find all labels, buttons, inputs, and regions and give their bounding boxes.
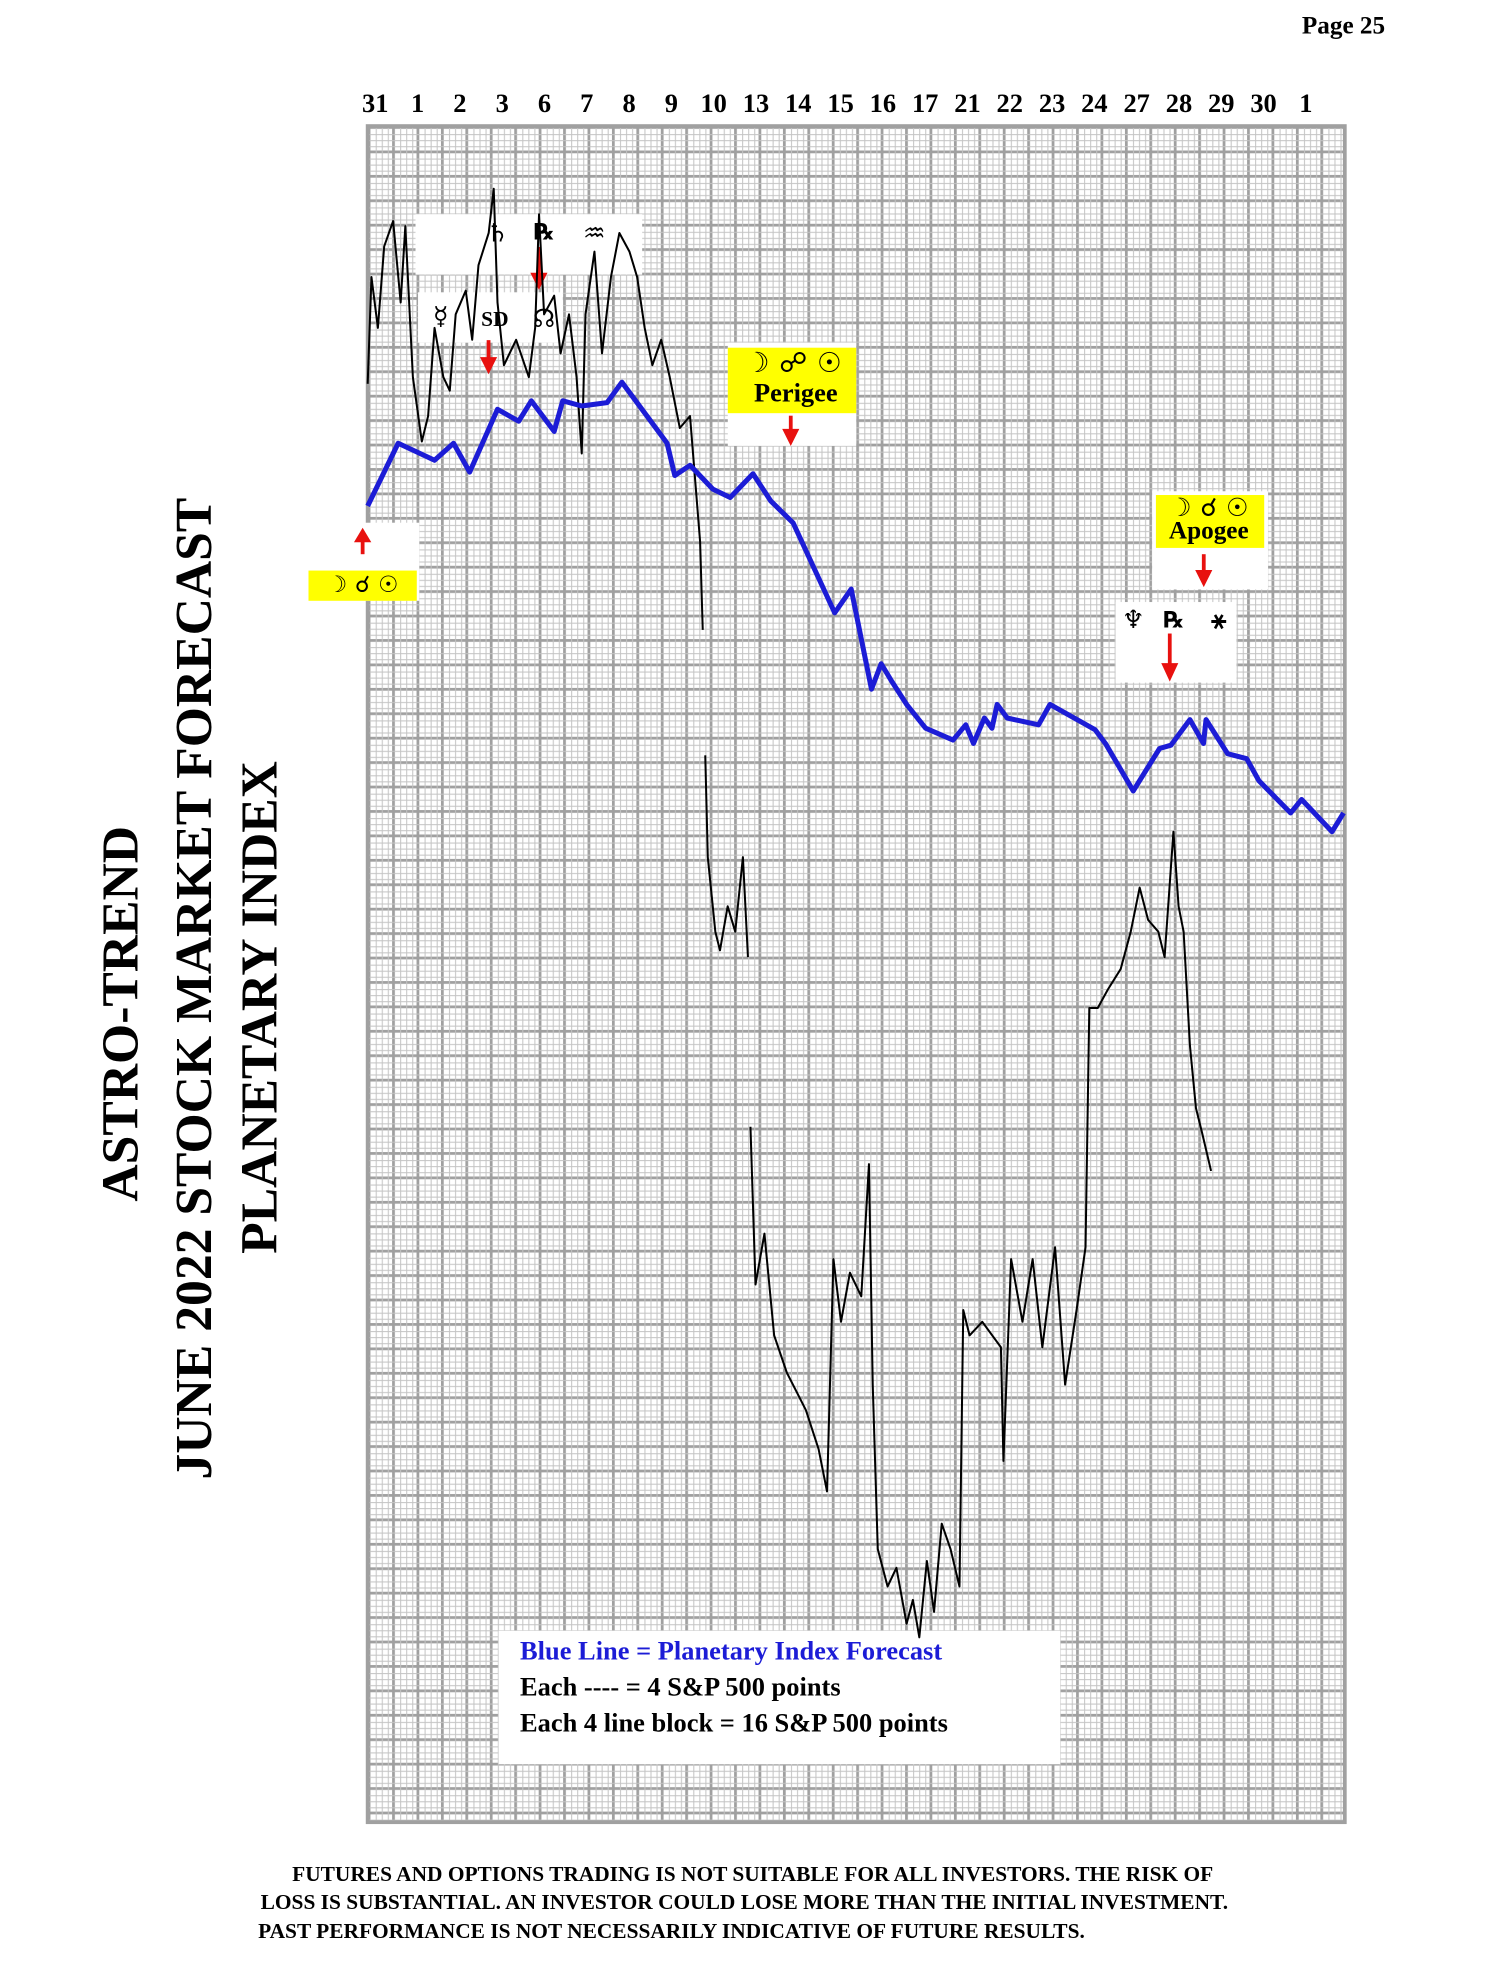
title: ASTRO-TREND JUNE 2022 STOCK MARKET FOREC… [93, 498, 289, 1480]
legend-line: Blue Line = Planetary Index Forecast [520, 1636, 942, 1666]
annotation: ♒ [583, 218, 606, 247]
x-tick-label: 10 [700, 88, 726, 118]
x-tick-label: 14 [785, 88, 811, 118]
x-tick-label: 13 [743, 88, 769, 118]
annotation: Apogee [1169, 518, 1249, 545]
page-number: Page 25 [1302, 13, 1385, 40]
annotation: Perigee [754, 378, 838, 408]
annotation: ♆ [1122, 605, 1145, 634]
disclaimer-line: PAST PERFORMANCE IS NOT NECESSARILY INDI… [258, 1919, 1085, 1943]
annotation: ℞ [534, 220, 554, 246]
disclaimer-line: LOSS IS SUBSTANTIAL. AN INVESTOR COULD L… [261, 1890, 1228, 1914]
annotation: ℞ [1163, 607, 1183, 633]
x-tick-label: 31 [362, 88, 388, 118]
annotation: ☽ ☌ ☉ [1169, 493, 1249, 522]
x-tick-label: 1 [1299, 88, 1312, 118]
x-tick-label: 16 [870, 88, 896, 118]
annotation: ☽ ☍ ☉ [745, 346, 842, 379]
grid [365, 124, 1347, 1825]
legend-line: Each 4 line block = 16 S&P 500 points [520, 1707, 948, 1737]
x-tick-label: 8 [622, 88, 635, 118]
legend-line: Each ---- = 4 S&P 500 points [520, 1671, 841, 1701]
x-tick-label: 27 [1123, 88, 1149, 118]
x-tick-label: 17 [912, 88, 938, 118]
x-tick-label: 9 [665, 88, 678, 118]
annotation: ☽ ☌ ☉ [327, 572, 399, 598]
annotation: ☊ [533, 304, 555, 333]
x-tick-label: 6 [538, 88, 551, 118]
title-line: PLANETARY INDEX [231, 761, 288, 1254]
title-line: JUNE 2022 STOCK MARKET FORECAST [166, 498, 223, 1480]
x-tick-label: 7 [580, 88, 593, 118]
x-tick-label: 24 [1081, 88, 1107, 118]
x-tick-label: 29 [1208, 88, 1234, 118]
title-line: ASTRO-TREND [93, 826, 150, 1202]
x-tick-label: 28 [1166, 88, 1192, 118]
x-tick-label: 2 [453, 88, 466, 118]
annotation: SD [481, 307, 508, 331]
x-tick-label: 3 [496, 88, 509, 118]
x-tick-label: 15 [827, 88, 853, 118]
annotation: ⚹ [1211, 605, 1226, 634]
annotation: ♄ [486, 218, 509, 247]
x-tick-label: 23 [1039, 88, 1065, 118]
x-tick-label: 30 [1250, 88, 1276, 118]
forecast-line [365, 379, 1346, 835]
disclaimer-line: FUTURES AND OPTIONS TRADING IS NOT SUITA… [292, 1862, 1213, 1886]
x-tick-label: 21 [954, 88, 980, 118]
annotation: ☿ [433, 301, 448, 330]
x-tick-label: 22 [997, 88, 1023, 118]
price-line [366, 187, 1213, 1639]
x-tick-label: 1 [411, 88, 424, 118]
